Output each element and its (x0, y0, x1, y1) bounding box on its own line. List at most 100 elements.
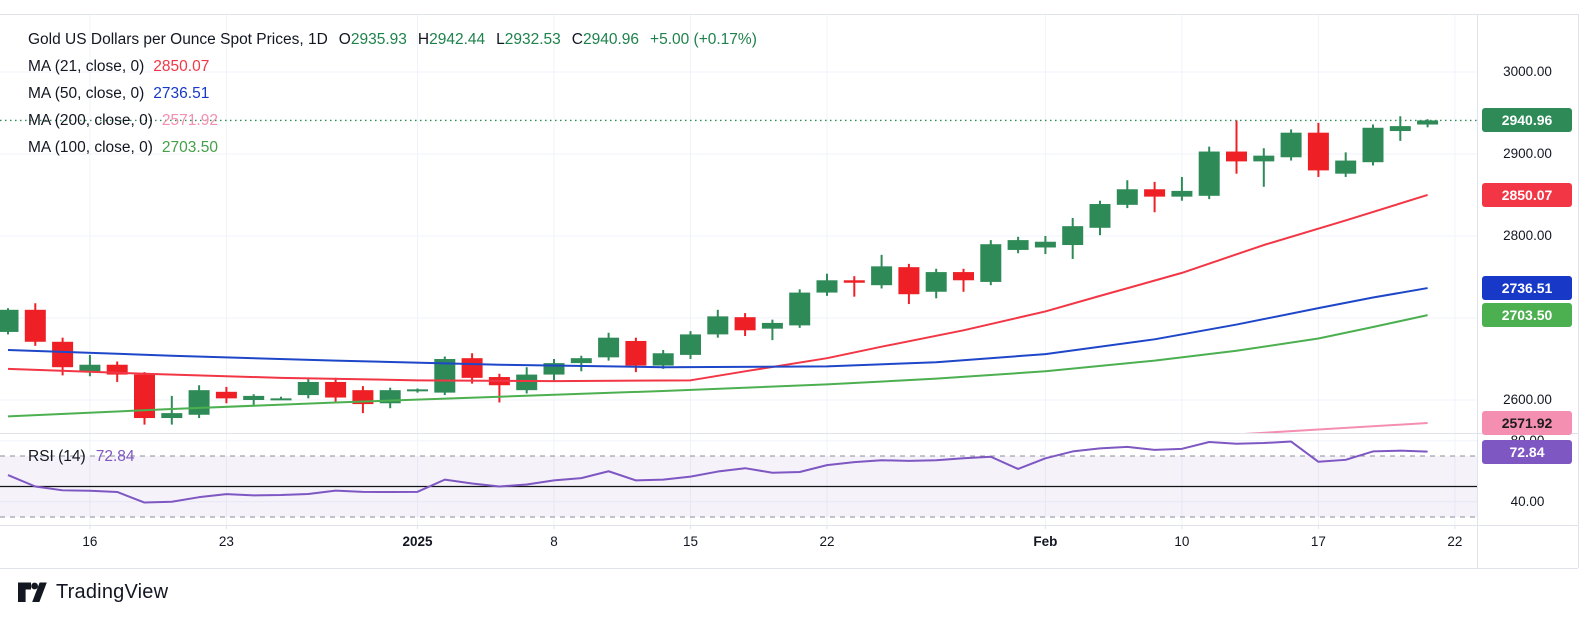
rsi-axis-tick: 40.00 (1510, 493, 1545, 509)
candle (898, 263, 920, 305)
time-axis-label: 2025 (402, 534, 433, 549)
time-axis-label: 8 (550, 534, 558, 549)
ohlc-high: H2942.44 (417, 31, 486, 48)
price-axis-tick: 2900.00 (1503, 146, 1552, 161)
price-axis-tick: 2600.00 (1503, 392, 1552, 407)
candle (598, 332, 620, 361)
price-axis-badge: 2940.96 (1482, 108, 1572, 133)
candle (1062, 217, 1084, 259)
ma-legend-row: MA (50, close, 0) 2736.51 (28, 80, 757, 107)
ma-legend-row: MA (100, close, 0) 2703.50 (28, 134, 757, 161)
time-axis-label: 22 (819, 534, 835, 549)
candle (1253, 148, 1275, 187)
candle (270, 396, 292, 401)
candle (1116, 180, 1138, 209)
ma-legend-value: 2850.07 (153, 58, 210, 75)
ma-legend-value: 2703.50 (161, 139, 218, 156)
candle (734, 313, 756, 337)
candle (488, 373, 510, 403)
ohlc-close: C2940.96 (571, 31, 640, 48)
candle (761, 319, 783, 341)
time-axis[interactable]: 16 23 2025 8 15 22 Feb 10 17 22 (0, 525, 1477, 568)
candle (134, 372, 155, 425)
candle (52, 337, 74, 376)
candle (871, 254, 893, 289)
symbol-title[interactable]: Gold US Dollars per Ounce Spot Prices, 1… (28, 31, 328, 48)
symbol-title-row: Gold US Dollars per Ounce Spot Prices, 1… (28, 26, 757, 53)
time-axis-label: Feb (1033, 534, 1058, 549)
change-value: +5.00 (+0.17%) (650, 31, 757, 48)
rsi-axis-badge: 72.84 (1482, 439, 1572, 464)
ma50-line (7, 287, 1428, 369)
rsi-legend: RSI (14) 72.84 (28, 447, 135, 467)
ma-legend-label[interactable]: MA (100, close, 0) (28, 139, 153, 156)
candle (1280, 129, 1302, 161)
candle (379, 387, 401, 409)
ma-legend-label[interactable]: MA (21, close, 0) (28, 58, 145, 75)
time-axis-label: 16 (82, 534, 98, 549)
candle (816, 273, 838, 296)
time-axis-label: 23 (218, 534, 234, 549)
candle (297, 377, 319, 399)
ma-legend-label[interactable]: MA (50, close, 0) (28, 85, 145, 102)
candle (461, 353, 483, 384)
candle (407, 388, 428, 393)
rsi-value: 72.84 (95, 448, 135, 465)
time-axis-label: 15 (682, 534, 699, 549)
candle (1089, 200, 1111, 236)
candle (1034, 236, 1056, 255)
candle (980, 240, 1002, 286)
candle (789, 289, 811, 328)
candle (1171, 176, 1193, 201)
ma-legend-label[interactable]: MA (200, close, 0) (28, 112, 153, 129)
candle (106, 361, 128, 382)
price-axis-badge: 2703.50 (1482, 303, 1572, 328)
price-axis[interactable]: 3000.002900.002800.002600.0080.0040.0029… (1477, 14, 1578, 568)
candle (1198, 146, 1220, 200)
candle (243, 394, 265, 405)
candle (1417, 119, 1439, 128)
candle (1144, 181, 1166, 213)
rsi-label[interactable]: RSI (14) (28, 448, 86, 465)
candle (352, 386, 374, 414)
ma-legend-rows: MA (21, close, 0) 2850.07 MA (50, close, 0… (28, 53, 757, 161)
candle (543, 359, 565, 382)
price-axis-badge: 2850.07 (1482, 182, 1572, 207)
price-axis-tick: 2800.00 (1503, 228, 1552, 243)
tradingview-mark-icon (18, 581, 47, 604)
candle (188, 385, 210, 419)
time-axis-label: 22 (1447, 534, 1463, 549)
ma-overlays (7, 193, 1428, 433)
ma100-line (7, 314, 1428, 418)
candle (1226, 120, 1247, 174)
candle (1007, 236, 1029, 254)
candle (325, 377, 347, 404)
candle (1307, 122, 1329, 177)
candle (0, 308, 19, 335)
rsi-line (7, 440, 1428, 504)
candle (570, 355, 592, 372)
candle (1335, 152, 1357, 177)
candle (24, 303, 46, 346)
borders (0, 14, 1579, 569)
candles (0, 116, 1439, 425)
tradingview-logo[interactable]: TradingView (18, 581, 168, 604)
ma-legend-value: 2736.51 (153, 85, 210, 102)
time-axis-label: 10 (1174, 534, 1190, 549)
ma21-line (7, 193, 1428, 383)
candle (161, 395, 183, 425)
ohlc-low: L2932.53 (496, 31, 561, 48)
grid (0, 14, 1477, 525)
candle (707, 309, 729, 338)
candle (680, 331, 701, 359)
tradingview-wordmark: TradingView (56, 581, 169, 603)
chart-legend: Gold US Dollars per Ounce Spot Prices, 1… (28, 26, 757, 161)
candle (215, 386, 237, 404)
candle (843, 276, 865, 297)
price-axis-badge: 2736.51 (1482, 276, 1572, 301)
price-axis-badge: 2571.92 (1482, 411, 1572, 436)
candle (1362, 124, 1384, 166)
ma-legend-value: 2571.92 (161, 112, 218, 129)
